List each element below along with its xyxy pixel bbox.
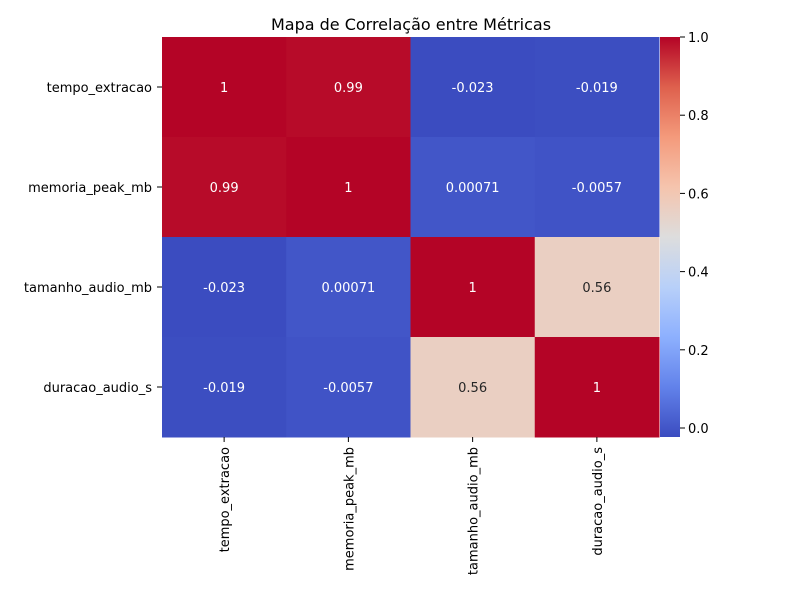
heatmap-cell (534, 137, 660, 238)
colorbar-tick-label: 0.0 (688, 422, 709, 437)
cell-value-label: -0.019 (576, 81, 618, 96)
heatmap-cells: 1 0.99 -0.023 -0.019 0.99 1 0.00071 -0.0057 -0.0… (162, 37, 660, 438)
y-tick-label: memoria_peak_mb (28, 181, 152, 196)
x-tick-label: memoria_peak_mb (342, 447, 357, 571)
heatmap-cell (534, 237, 660, 338)
x-tick-labels: tempo_extracao memoria_peak_mb tamanho_aud… (218, 437, 606, 575)
cell-value-label: 1 (344, 181, 352, 196)
cell-value-label: 0.99 (210, 181, 239, 196)
y-tick-label: tempo_extracao (47, 81, 152, 96)
heatmap-cell (162, 337, 287, 438)
cell-value-label: 0.56 (458, 381, 487, 396)
y-tick-labels: tempo_extracao memoria_peak_mb tamanho_aud… (24, 81, 162, 396)
cell-value-label: 0.99 (334, 81, 363, 96)
cell-value-label: 0.00071 (321, 281, 375, 296)
cell-value-label: -0.023 (203, 281, 245, 296)
heatmap-cell (410, 337, 536, 438)
y-tick-label: tamanho_audio_mb (24, 281, 152, 296)
heatmap-cell (286, 137, 411, 238)
heatmap-cell (534, 337, 660, 438)
x-tick-label: duracao_audio_s (591, 447, 606, 556)
colorbar-tick-label: 0.8 (688, 109, 709, 124)
heatmap-cell (286, 337, 411, 438)
colorbar: 0.0 0.2 0.4 0.6 0.8 1.0 (660, 31, 709, 437)
colorbar-tick-label: 0.6 (688, 187, 709, 202)
cell-value-label: 1 (468, 281, 476, 296)
colorbar-tick-label: 0.2 (688, 344, 709, 359)
cell-value-label: -0.0057 (323, 381, 373, 396)
cell-value-label: -0.0057 (572, 181, 622, 196)
heatmap-cell (286, 37, 411, 138)
cell-value-label: 0.00071 (446, 181, 500, 196)
heatmap-cell (162, 37, 287, 138)
chart-title: Mapa de Correlação entre Métricas (271, 15, 551, 34)
x-tick-label: tamanho_audio_mb (467, 447, 482, 575)
heatmap-cell (534, 37, 660, 138)
colorbar-gradient (660, 37, 680, 437)
x-tick-label: tempo_extracao (218, 447, 233, 552)
heatmap-cell (410, 137, 536, 238)
cell-value-label: 0.56 (582, 281, 611, 296)
cell-value-label: 1 (593, 381, 601, 396)
heatmap-cell (162, 237, 287, 338)
heatmap-cell (410, 237, 536, 338)
heatmap-cell (410, 37, 536, 138)
cell-value-label: 1 (220, 81, 228, 96)
cell-value-label: -0.019 (203, 381, 245, 396)
colorbar-tick-label: 1.0 (688, 31, 709, 46)
colorbar-tick-label: 0.4 (688, 266, 709, 281)
heatmap-cell (286, 237, 411, 338)
heatmap-cell (162, 137, 287, 238)
cell-value-label: -0.023 (452, 81, 494, 96)
y-tick-label: duracao_audio_s (43, 381, 152, 396)
